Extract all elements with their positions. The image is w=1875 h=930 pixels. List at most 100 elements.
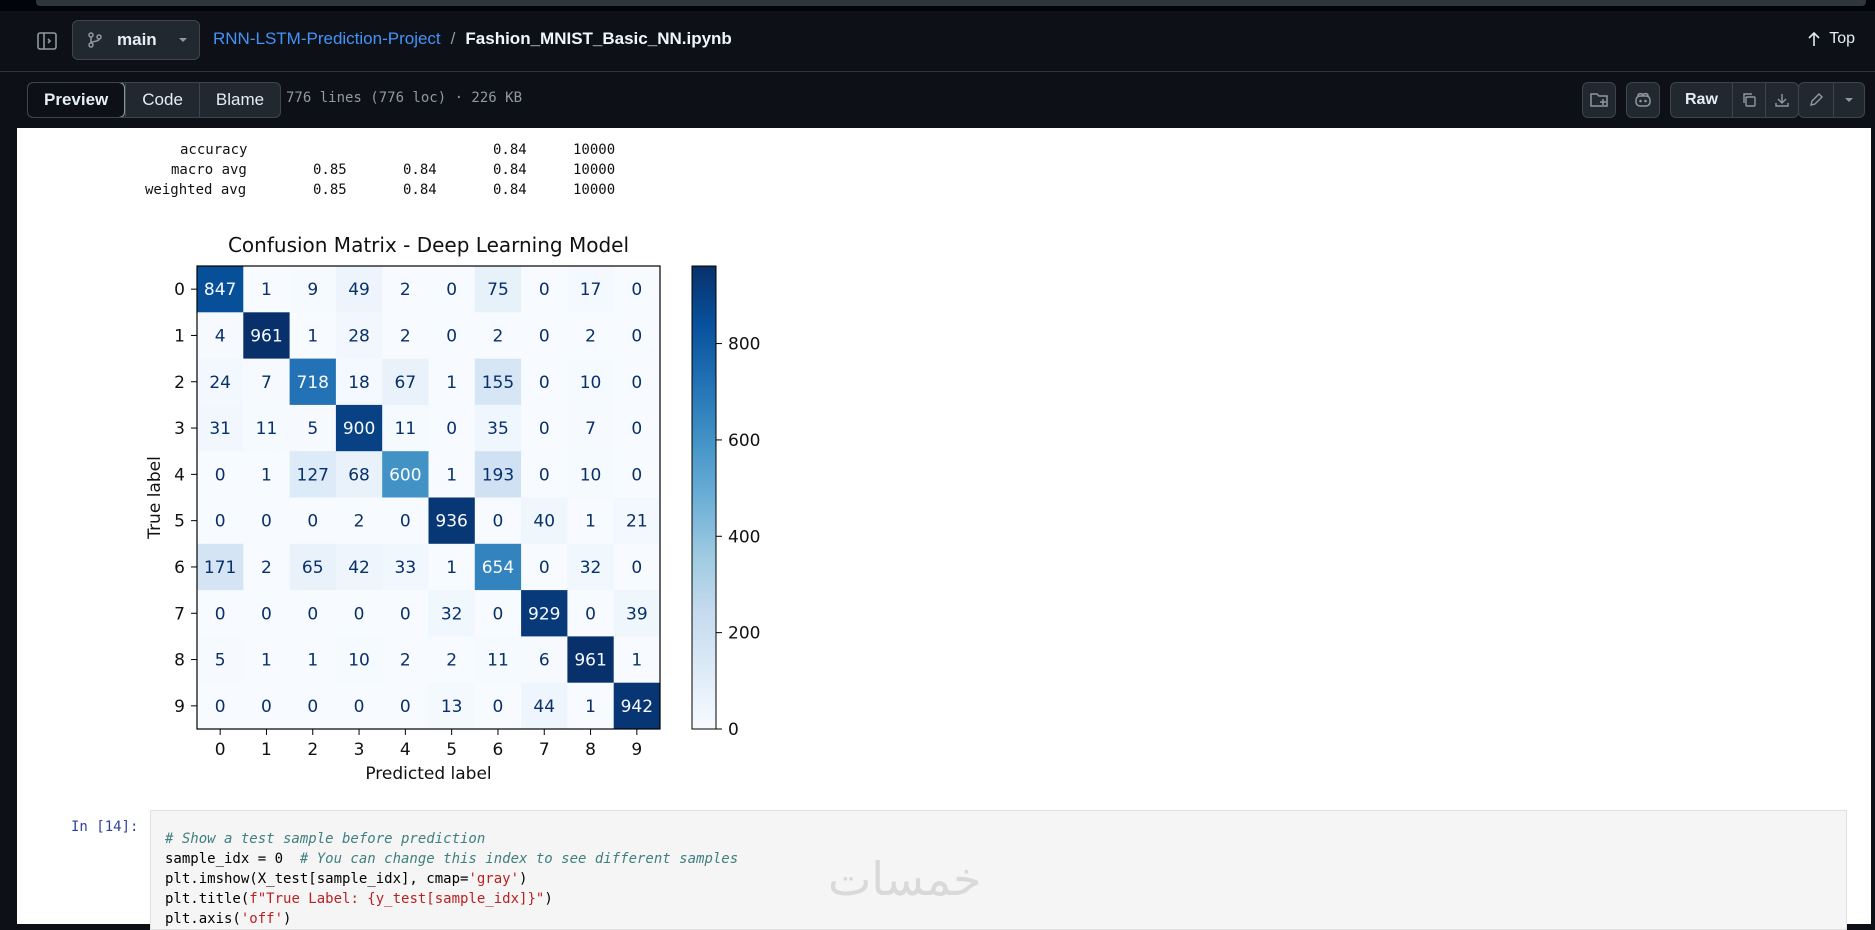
heatmap-cell bbox=[567, 404, 615, 452]
cell-value-label: 0 bbox=[446, 280, 457, 300]
heatmap-cell bbox=[428, 404, 476, 452]
cell-value-label: 44 bbox=[533, 697, 555, 717]
cell-value-label: 65 bbox=[302, 558, 324, 578]
cell-value-label: 49 bbox=[348, 280, 370, 300]
cell-value-label: 2 bbox=[261, 558, 272, 578]
cell-value-label: 0 bbox=[261, 604, 272, 624]
add-file-button[interactable] bbox=[1582, 82, 1616, 118]
cell-value-label: 4 bbox=[215, 326, 226, 346]
report-row-label: accuracy bbox=[180, 142, 248, 158]
heatmap-cell bbox=[197, 404, 244, 452]
heatmap-cell bbox=[521, 451, 568, 498]
edit-button[interactable] bbox=[1799, 83, 1833, 117]
tab-blame[interactable]: Blame bbox=[198, 83, 280, 117]
heatmap-cell bbox=[197, 590, 244, 637]
heatmap-cell bbox=[382, 404, 429, 452]
heatmap-cell bbox=[521, 312, 568, 360]
cell-value-label: 7 bbox=[261, 373, 272, 393]
x-tick-label: 6 bbox=[493, 740, 504, 760]
cell-value-label: 2 bbox=[493, 326, 504, 346]
tab-preview[interactable]: Preview bbox=[28, 83, 126, 117]
cell-value-label: 0 bbox=[307, 697, 318, 717]
cell-value-label: 0 bbox=[307, 512, 318, 532]
heatmap-cell bbox=[567, 312, 615, 360]
cell-value-label: 0 bbox=[631, 280, 642, 300]
download-button[interactable] bbox=[1764, 83, 1798, 117]
colorbar-tick-label: 400 bbox=[728, 527, 760, 547]
cell-value-label: 0 bbox=[631, 373, 642, 393]
cell-value-label: 0 bbox=[493, 512, 504, 532]
breadcrumb-repo-link[interactable]: RNN-LSTM-Prediction-Project bbox=[213, 29, 441, 48]
cell-value-label: 155 bbox=[482, 373, 514, 393]
cell-value-label: 0 bbox=[631, 419, 642, 439]
heatmap-cell bbox=[613, 497, 661, 545]
cell-value-label: 0 bbox=[446, 419, 457, 439]
cell-value-label: 929 bbox=[528, 604, 560, 624]
cell-value-label: 0 bbox=[446, 326, 457, 346]
chevron-down-icon bbox=[178, 38, 187, 42]
raw-button[interactable]: Raw bbox=[1685, 91, 1718, 108]
report-recall: 0.84 bbox=[403, 162, 437, 178]
download-icon bbox=[1775, 94, 1789, 107]
cell-value-label: 0 bbox=[354, 604, 365, 624]
heatmap-cell bbox=[197, 543, 244, 591]
code-cell[interactable]: # Show a test sample before prediction sa… bbox=[150, 810, 1847, 930]
copilot-button[interactable] bbox=[1626, 82, 1660, 118]
cell-value-label: 0 bbox=[585, 604, 596, 624]
heatmap-cell bbox=[474, 451, 522, 498]
edit-options-button[interactable] bbox=[1833, 83, 1864, 117]
branch-name: main bbox=[117, 30, 157, 49]
heatmap-cell bbox=[335, 404, 383, 452]
cell-value-label: 936 bbox=[435, 512, 467, 532]
top-button[interactable]: Top bbox=[1807, 30, 1855, 48]
cell-value-label: 10 bbox=[348, 651, 370, 671]
report-row-label: macro avg bbox=[171, 162, 247, 178]
cell-value-label: 5 bbox=[307, 419, 318, 439]
breadcrumb: RNN-LSTM-Prediction-Project / Fashion_MN… bbox=[213, 29, 732, 49]
cell-value-label: 42 bbox=[348, 558, 370, 578]
cell-value-label: 0 bbox=[631, 558, 642, 578]
tab-code[interactable]: Code bbox=[125, 83, 199, 117]
x-tick-label: 0 bbox=[215, 740, 226, 760]
heatmap-frame bbox=[196, 265, 661, 730]
y-tick-label: 3 bbox=[174, 419, 185, 439]
heatmap-cell bbox=[613, 590, 661, 637]
cell-value-label: 35 bbox=[487, 419, 509, 439]
heatmap-cell bbox=[428, 451, 476, 498]
heatmap-cell bbox=[335, 266, 383, 313]
cell-value-label: 900 bbox=[343, 419, 375, 439]
copy-icon bbox=[1743, 93, 1756, 107]
cell-value-label: 11 bbox=[256, 419, 278, 439]
sidebar-toggle-icon[interactable] bbox=[34, 28, 60, 54]
cell-value-label: 39 bbox=[626, 604, 648, 624]
heatmap-cell bbox=[289, 451, 337, 498]
report-support: 10000 bbox=[573, 142, 616, 158]
cell-value-label: 0 bbox=[493, 604, 504, 624]
watermark-logo: خمسات bbox=[828, 852, 982, 906]
heatmap-cell bbox=[197, 358, 244, 406]
heatmap-cell bbox=[243, 312, 291, 360]
copilot-icon bbox=[1635, 92, 1651, 107]
heatmap-cell bbox=[567, 636, 615, 684]
heatmap-cell bbox=[567, 497, 615, 545]
heatmap-cell bbox=[567, 266, 615, 313]
heatmap-cell bbox=[428, 543, 476, 591]
cell-value-label: 75 bbox=[487, 280, 509, 300]
cell-value-label: 0 bbox=[400, 604, 411, 624]
report-f1: 0.84 bbox=[493, 162, 527, 178]
heatmap-cell bbox=[521, 543, 568, 591]
cell-value-label: 2 bbox=[446, 651, 457, 671]
file-header: main RNN-LSTM-Prediction-Project / Fashi… bbox=[0, 11, 1875, 72]
x-axis-label: Predicted label bbox=[365, 764, 491, 784]
heatmap-cell bbox=[382, 358, 429, 406]
chevron-down-icon bbox=[1845, 98, 1853, 102]
report-row-label: weighted avg bbox=[145, 182, 247, 198]
arrow-up-icon bbox=[1808, 31, 1820, 46]
cell-value-label: 0 bbox=[400, 697, 411, 717]
branch-selector-button[interactable]: main bbox=[72, 20, 200, 60]
colorbar bbox=[691, 265, 717, 730]
cell-value-label: 1 bbox=[631, 651, 642, 671]
x-tick-label: 7 bbox=[539, 740, 550, 760]
heatmap-cell bbox=[289, 404, 337, 452]
copy-button[interactable] bbox=[1731, 83, 1765, 117]
